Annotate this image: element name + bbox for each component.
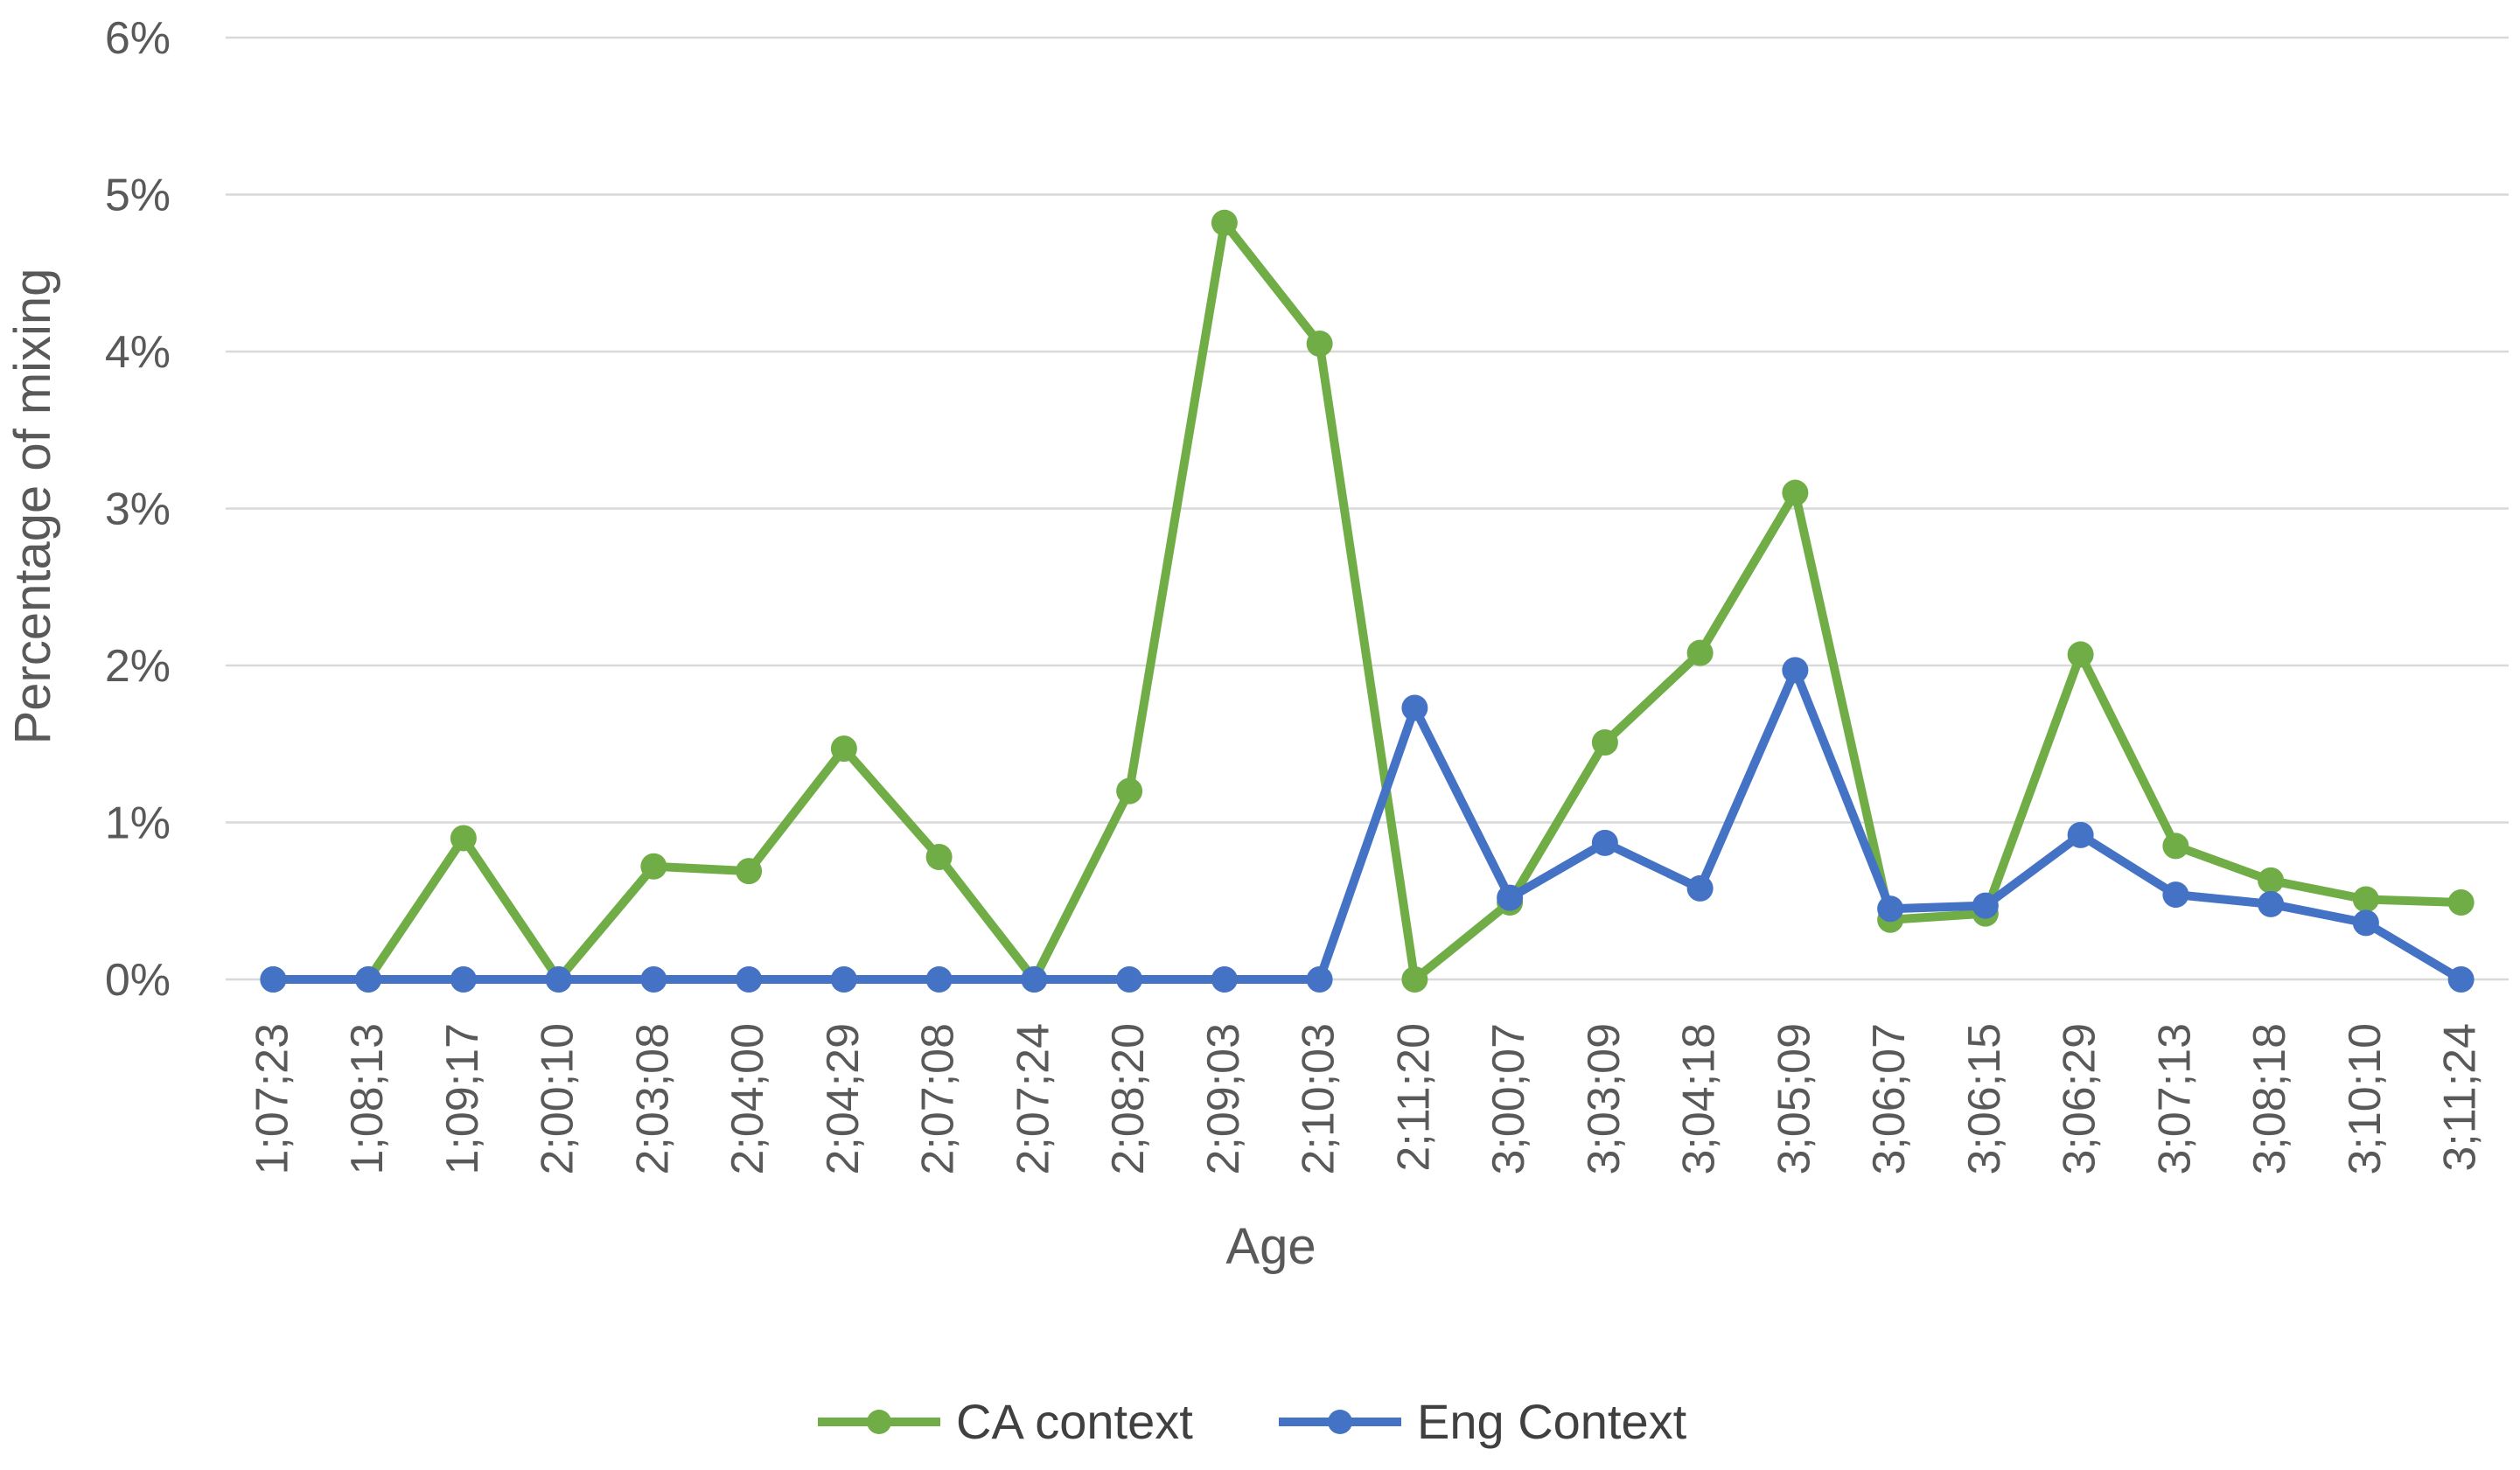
data-point-eng-context[interactable] <box>736 966 763 993</box>
data-point-eng-context[interactable] <box>1211 966 1238 993</box>
data-point-ca-context[interactable] <box>925 843 953 870</box>
data-point-eng-context[interactable] <box>260 966 287 993</box>
data-point-ca-context[interactable] <box>830 735 857 763</box>
x-tick-label: 3;10;10 <box>2340 1023 2391 1175</box>
x-tick-label: 3;05;09 <box>1769 1023 1819 1175</box>
y-tick-label: 1% <box>105 798 171 849</box>
data-point-eng-context[interactable] <box>830 966 857 993</box>
legend-marker-ca-context <box>867 1410 891 1434</box>
data-point-eng-context[interactable] <box>1021 966 1048 993</box>
legend-label-eng-context: Eng Context <box>1417 1394 1687 1449</box>
x-tick-label: 2;10;03 <box>1294 1023 1344 1175</box>
series-line-eng-context <box>273 665 2464 984</box>
series-eng-context <box>260 657 2475 993</box>
data-point-ca-context[interactable] <box>1401 966 1428 993</box>
series-line-ca-context <box>273 218 2461 984</box>
x-tick-label: 3;00;07 <box>1483 1023 1534 1175</box>
y-tick-label: 4% <box>105 327 171 378</box>
y-tick-label: 6% <box>105 13 171 64</box>
y-tick-label: 2% <box>105 641 171 692</box>
data-point-eng-context[interactable] <box>1306 966 1333 993</box>
data-point-eng-context[interactable] <box>640 966 667 993</box>
data-point-eng-context[interactable] <box>1972 892 1999 919</box>
y-tick-label: 3% <box>105 484 171 535</box>
data-point-eng-context[interactable] <box>1401 694 1428 721</box>
data-point-eng-context[interactable] <box>545 966 572 993</box>
x-tick-label: 3;06;15 <box>1959 1023 2010 1175</box>
data-point-eng-context[interactable] <box>450 966 477 993</box>
data-point-eng-context[interactable] <box>1591 829 1618 856</box>
x-axis-tick-labels: 1;07;23 1;08;13 1;09;17 2;00;10 2;03;08 2;04;… <box>247 1023 2485 1175</box>
data-point-ca-context[interactable] <box>1686 639 1714 666</box>
data-point-ca-context[interactable] <box>1591 728 1618 756</box>
data-point-ca-context[interactable] <box>1306 331 1333 358</box>
legend-label-ca-context: CA context <box>956 1394 1193 1449</box>
x-tick-label: 2;07;24 <box>1008 1023 1058 1175</box>
x-tick-label: 2;09;03 <box>1198 1023 1249 1175</box>
series-lines <box>260 209 2475 993</box>
y-tick-label: 5% <box>105 171 171 221</box>
data-point-eng-context[interactable] <box>1877 895 1904 923</box>
x-tick-label: 2;04;29 <box>818 1023 869 1175</box>
x-tick-label: 3;11;24 <box>2435 1023 2486 1172</box>
data-point-ca-context[interactable] <box>640 853 667 880</box>
x-tick-label: 3;08;18 <box>2244 1023 2295 1175</box>
x-tick-label: 3;04;18 <box>1674 1023 1725 1175</box>
x-tick-label: 1;07;23 <box>247 1023 297 1175</box>
data-point-ca-context[interactable] <box>2352 886 2379 913</box>
data-point-eng-context[interactable] <box>925 966 953 993</box>
data-point-eng-context[interactable] <box>2258 890 2285 917</box>
data-point-eng-context[interactable] <box>2162 881 2189 909</box>
x-tick-label: 3;03;09 <box>1579 1023 1630 1175</box>
data-point-ca-context[interactable] <box>1116 777 1143 805</box>
data-point-eng-context[interactable] <box>1116 966 1143 993</box>
y-axis-tick-labels: 0% 1% 2% 3% 4% 5% 6% <box>105 13 171 1006</box>
legend-item-ca-context[interactable]: CA context <box>818 1394 1193 1449</box>
x-tick-label: 1;09;17 <box>437 1023 488 1175</box>
data-point-ca-context[interactable] <box>450 825 477 852</box>
data-point-eng-context[interactable] <box>2067 821 2094 848</box>
x-tick-label: 2;04;00 <box>722 1023 773 1175</box>
data-point-ca-context[interactable] <box>2162 833 2189 860</box>
data-point-eng-context[interactable] <box>1782 657 1809 684</box>
data-point-eng-context[interactable] <box>2447 966 2475 993</box>
legend: CA context Eng Context <box>818 1394 1687 1449</box>
legend-item-eng-context[interactable]: Eng Context <box>1279 1394 1687 1449</box>
x-tick-label: 2;08;20 <box>1103 1023 1154 1175</box>
x-tick-label: 3;06;07 <box>1864 1023 1915 1175</box>
data-point-ca-context[interactable] <box>736 858 763 885</box>
x-tick-label: 2;00;10 <box>533 1023 583 1175</box>
data-point-ca-context[interactable] <box>2258 867 2285 894</box>
data-point-ca-context[interactable] <box>2067 641 2094 668</box>
x-tick-label: 3;06;29 <box>2055 1023 2105 1175</box>
data-point-eng-context[interactable] <box>1686 874 1714 902</box>
y-axis-title: Percentage of mixing <box>4 268 61 745</box>
x-tick-label: 1;08;13 <box>342 1023 393 1175</box>
x-tick-label: 2;03;08 <box>627 1023 678 1175</box>
data-point-ca-context[interactable] <box>2447 889 2475 916</box>
x-axis-title: Age <box>1225 1218 1316 1275</box>
data-point-eng-context[interactable] <box>2352 909 2379 937</box>
data-point-ca-context[interactable] <box>1782 479 1809 506</box>
data-point-eng-context[interactable] <box>355 966 382 993</box>
data-point-eng-context[interactable] <box>1497 884 1524 911</box>
x-tick-label: 2;07;08 <box>913 1023 964 1175</box>
x-tick-label: 2;11;20 <box>1388 1023 1439 1172</box>
legend-marker-eng-context <box>1328 1410 1352 1434</box>
x-tick-label: 3;07;13 <box>2149 1023 2200 1175</box>
y-tick-label: 0% <box>105 955 171 1006</box>
data-point-ca-context[interactable] <box>1211 209 1238 236</box>
